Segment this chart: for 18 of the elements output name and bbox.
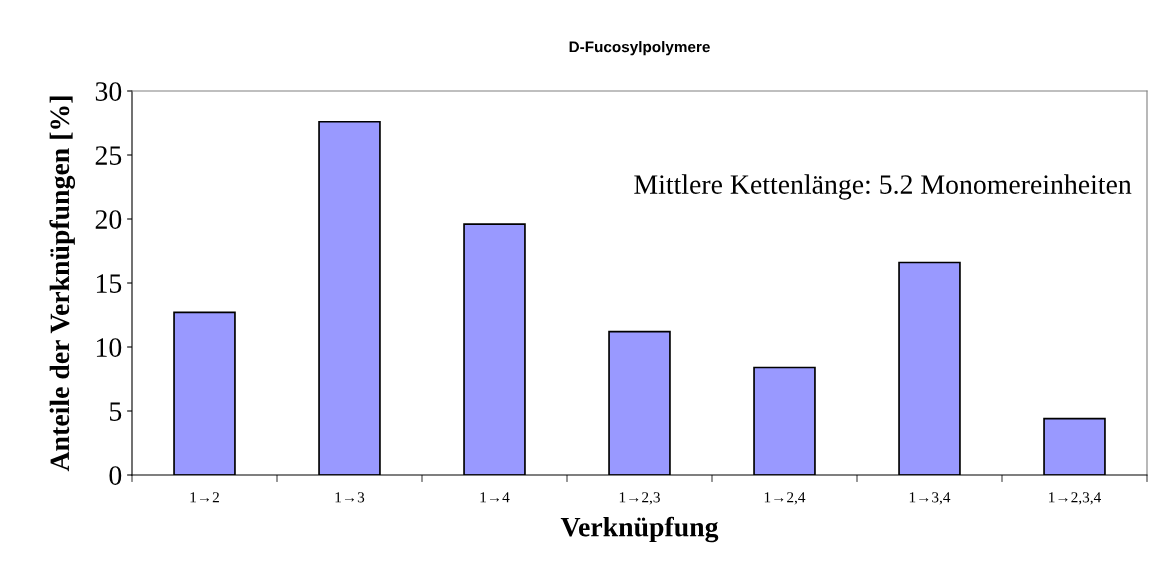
- x-tick-label: 1→2: [190, 492, 219, 503]
- x-tick-label: 1→3: [335, 492, 365, 503]
- x-tick-label: 1→4: [480, 492, 510, 503]
- x-axis-title: Verknüpfung: [560, 516, 719, 543]
- y-tick-label: 0: [109, 466, 122, 485]
- x-tick-label: 1→2,4: [764, 492, 806, 505]
- x-tick-label: 1→2,3,4: [1049, 492, 1101, 505]
- chart-title: D-Fucosylpolymere: [569, 41, 710, 56]
- y-tick-label: 30: [95, 82, 122, 101]
- y-tick-label: 20: [95, 210, 122, 229]
- y-tick-label: 15: [96, 274, 122, 293]
- y-tick-label: 5: [110, 402, 122, 421]
- y-tick-label: 25: [95, 146, 122, 165]
- x-tick-label: 1→3,4: [909, 492, 951, 505]
- x-tick-label: 1→2,3: [619, 492, 660, 505]
- y-axis-title: Anteile der Verknüpfungen [%]: [49, 96, 76, 472]
- annotation: Mittlere Kettenlänge: 5.2 Monomereinheiten: [634, 174, 1132, 200]
- y-tick-label: 10: [96, 338, 122, 357]
